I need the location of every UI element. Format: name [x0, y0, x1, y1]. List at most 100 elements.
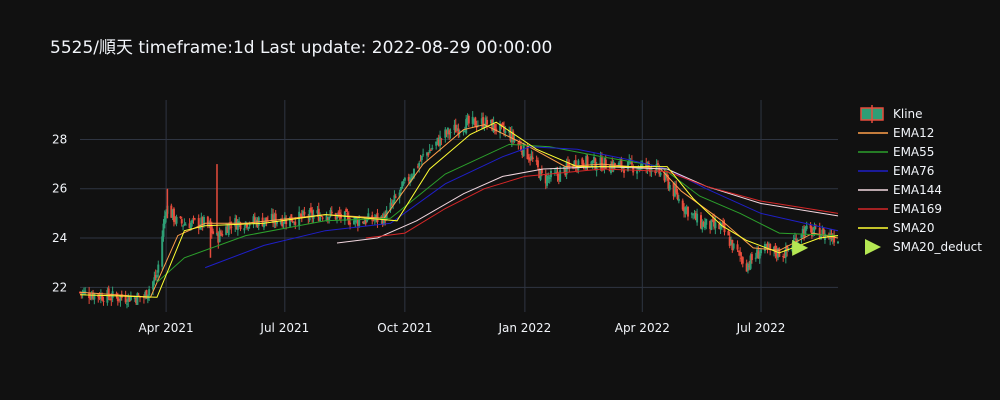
candle-body	[329, 210, 332, 215]
candle-body	[693, 212, 696, 214]
candle-body	[544, 174, 547, 184]
candle-body	[456, 128, 459, 131]
legend-item-ema12[interactable]: EMA12	[858, 126, 934, 140]
candle-body	[623, 169, 626, 173]
candle-body	[805, 225, 808, 230]
candle-body	[491, 119, 494, 131]
legend-item-kline[interactable]: Kline	[860, 105, 923, 123]
candle-body	[740, 257, 743, 259]
candle-body	[458, 130, 461, 132]
candle-body	[559, 170, 562, 182]
candle-body	[300, 213, 303, 218]
candle-body	[411, 175, 414, 179]
candle-body	[548, 177, 551, 179]
candle-body	[422, 154, 425, 156]
sma20-deduct-marker[interactable]	[792, 239, 809, 256]
candle-body	[171, 209, 174, 218]
legend-item-ema76[interactable]: EMA76	[858, 164, 934, 178]
candle-body	[225, 226, 228, 235]
candle-body	[818, 227, 821, 240]
candle-body	[594, 158, 597, 170]
legend-item-ema144[interactable]: EMA144	[858, 183, 942, 197]
candle-body	[620, 159, 623, 168]
x-tick-label: Apr 2021	[139, 321, 194, 335]
candle-body	[801, 228, 804, 237]
candle-body	[728, 237, 731, 246]
candle-body	[349, 222, 352, 225]
y-tick-label: 24	[52, 231, 67, 245]
ema169-line[interactable]	[365, 168, 839, 239]
candle-body	[128, 297, 131, 302]
candle-body	[593, 156, 596, 162]
candle-body	[583, 168, 586, 170]
candle-body	[667, 177, 670, 189]
candle-body	[526, 144, 529, 160]
kline-series	[79, 111, 839, 309]
candle-body	[572, 165, 575, 169]
candle-body	[352, 220, 355, 225]
candle-body	[215, 232, 218, 235]
candle-body	[546, 175, 549, 186]
candle-body	[182, 225, 185, 227]
y-tick-label: 28	[52, 132, 67, 146]
candle-body	[765, 245, 768, 247]
candle-body	[155, 275, 158, 277]
sma20-line[interactable]	[79, 121, 839, 298]
candle-body	[602, 169, 605, 171]
candle-body	[453, 124, 456, 131]
candle-body	[320, 215, 323, 217]
candle-body	[316, 210, 319, 214]
candle-body	[611, 161, 614, 170]
deduct-markers	[792, 239, 809, 256]
candle-body	[90, 295, 93, 299]
ema55-line[interactable]	[156, 143, 839, 283]
candle-body	[289, 216, 292, 227]
ema144-line[interactable]	[336, 166, 839, 244]
candle-body	[521, 150, 524, 155]
candle-body	[590, 161, 593, 166]
candle-body	[603, 157, 606, 169]
x-tick-label: Oct 2021	[377, 321, 432, 335]
candle-body	[444, 129, 447, 138]
legend-item-ema169[interactable]: EMA169	[858, 202, 942, 216]
legend-item-sma20[interactable]: SMA20	[858, 221, 934, 235]
candle-body	[696, 213, 699, 223]
candle-body	[463, 131, 466, 133]
candle-body	[93, 293, 96, 300]
candle-body	[723, 223, 726, 233]
candle-body	[98, 295, 101, 299]
x-tick-label: Jul 2021	[259, 321, 309, 335]
candle-body	[608, 170, 611, 172]
legend-item-sma20_deduct[interactable]: SMA20_deduct	[865, 239, 982, 255]
candle-body	[236, 220, 239, 230]
candle-body	[161, 236, 164, 267]
candle-body	[749, 255, 752, 269]
candle-body	[766, 243, 769, 249]
candle-body	[144, 292, 147, 298]
candle-body	[686, 206, 689, 217]
candle-body	[247, 227, 250, 229]
candle-body	[193, 218, 196, 220]
candle-body	[243, 228, 246, 231]
candle-body	[180, 219, 183, 224]
ema76-line[interactable]	[205, 146, 839, 269]
candle-body	[465, 119, 468, 134]
candle-body	[512, 131, 515, 140]
candle-body	[741, 257, 744, 264]
candle-body	[303, 211, 306, 215]
candle-body	[152, 281, 155, 290]
legend-item-ema55[interactable]: EMA55	[858, 145, 934, 159]
ema12-line[interactable]	[79, 124, 839, 298]
candle-body	[701, 221, 704, 230]
candle-body	[467, 116, 470, 124]
candle-body	[621, 167, 624, 169]
candle-body	[252, 216, 255, 224]
candle-body	[822, 228, 825, 239]
candle-body	[675, 185, 678, 193]
candle-body	[311, 210, 314, 218]
candle-body	[191, 220, 194, 223]
candle-body	[308, 209, 311, 221]
candle-body	[574, 160, 577, 169]
candle-body	[84, 290, 87, 293]
